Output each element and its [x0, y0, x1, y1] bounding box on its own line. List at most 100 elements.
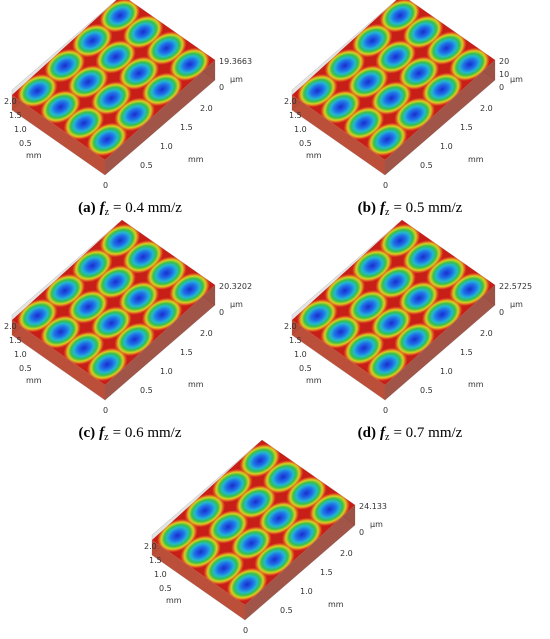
axis-unit: mm	[306, 151, 322, 160]
panel: 2.0 1.5 1.0 0.5 mm 0 0.5 1.0 1.5 2.0 mm 22.5725 0 µm (…	[284, 219, 532, 443]
x-tick-label: 1.0	[160, 367, 173, 376]
axis-unit: mm	[468, 380, 484, 389]
x-tick-label: 0.5	[280, 606, 293, 615]
x-tick-label: 1.0	[440, 142, 453, 151]
axis-origin: 0	[103, 406, 108, 415]
z-tick-label: 22.5725	[499, 282, 532, 291]
right-edge	[105, 60, 215, 175]
caption: (c) fz = 0.6 mm/z	[79, 425, 182, 443]
y-tick-label: 2.0	[284, 322, 297, 331]
x-tick-label: 1.5	[460, 348, 473, 357]
surface	[12, 0, 215, 160]
caption-symbol: f	[100, 200, 107, 216]
surface	[292, 0, 495, 160]
z-tick-label: 0	[359, 528, 364, 537]
y-tick-label: 1.0	[294, 350, 307, 359]
x-tick-label: 1.5	[180, 348, 193, 357]
panel: 2.0 1.5 1.0 0.5 mm 0 0.5 1.0 1.5 2.0 mm 19.3663 0 µm (…	[4, 0, 252, 218]
caption-label: (a)	[78, 200, 96, 216]
y-tick-label: 0.5	[19, 364, 32, 373]
surface-topography	[12, 0, 215, 160]
panel: 2.0 1.5 1.0 0.5 mm 0 0.5 1.0 1.5 2.0 mm 20 10 0 µm (b) f…	[284, 0, 523, 218]
z-unit: µm	[510, 300, 523, 309]
z-tick-label: 19.3663	[219, 57, 252, 66]
y-tick-label: 1.5	[149, 556, 162, 565]
z-tick-label: 0	[499, 83, 504, 92]
right-edge	[245, 505, 355, 620]
surface-topography	[12, 220, 215, 385]
caption: (d) fz = 0.7 mm/z	[358, 425, 463, 443]
caption-symbol: f	[380, 200, 387, 216]
x-tick-label: 2.0	[200, 104, 213, 113]
x-tick-label: 0.5	[420, 161, 433, 170]
x-tick-label: 2.0	[480, 329, 493, 338]
front-edge	[152, 540, 245, 620]
caption-symbol: f	[380, 425, 387, 441]
y-tick-label: 2.0	[4, 97, 17, 106]
caption-subscript: z	[385, 207, 390, 218]
x-tick-label: 0.5	[420, 386, 433, 395]
axis-unit: mm	[328, 600, 344, 609]
panel: 2.01.51.00.5mm00.51.01.52.0mm24.1330µm(e…	[144, 439, 387, 635]
z-tick-label: 24.133	[359, 502, 387, 511]
caption-subscript: z	[104, 432, 109, 443]
y-tick-label: 1.5	[289, 111, 302, 120]
axis-unit: mm	[468, 155, 484, 164]
y-tick-label: 1.0	[154, 570, 167, 579]
axis-unit: mm	[188, 155, 204, 164]
axis-origin: 0	[383, 406, 388, 415]
caption: (b) fz = 0.5 mm/z	[358, 200, 463, 218]
axis-unit: mm	[26, 151, 42, 160]
right-edge	[105, 285, 215, 400]
z-tick-label: 0	[219, 83, 224, 92]
x-tick-label: 0.5	[140, 386, 153, 395]
z-unit: µm	[230, 75, 243, 84]
y-tick-label: 2.0	[284, 97, 297, 106]
y-tick-label: 1.0	[14, 350, 27, 359]
caption-label: (d)	[358, 425, 376, 441]
caption: (a) fz = 0.4 mm/z	[78, 200, 182, 218]
x-tick-label: 1.5	[460, 123, 473, 132]
surface-topography	[292, 0, 495, 160]
y-tick-label: 1.0	[294, 125, 307, 134]
axis-origin: 0	[243, 626, 248, 635]
x-tick-label: 0.5	[140, 161, 153, 170]
surface	[12, 220, 215, 385]
axis-unit: mm	[26, 376, 42, 385]
y-tick-label: 0.5	[19, 139, 32, 148]
caption-symbol: f	[99, 425, 106, 441]
y-tick-label: 1.5	[9, 111, 22, 120]
front-edge	[12, 320, 105, 400]
y-tick-label: 1.0	[14, 125, 27, 134]
z-tick-label: 20	[499, 57, 509, 66]
caption-subscript: z	[385, 432, 390, 443]
caption-label: (b)	[358, 200, 376, 216]
y-tick-label: 2.0	[144, 542, 157, 551]
front-edge	[12, 95, 105, 175]
x-tick-label: 1.0	[440, 367, 453, 376]
caption-subscript: z	[105, 207, 110, 218]
caption-text: = 0.5 mm/z	[393, 200, 462, 216]
front-edge	[292, 95, 385, 175]
axis-unit: mm	[166, 596, 182, 605]
y-tick-label: 0.5	[299, 364, 312, 373]
y-tick-label: 1.5	[289, 336, 302, 345]
right-edge	[385, 60, 495, 175]
z-unit: µm	[370, 520, 383, 529]
y-tick-label: 1.5	[9, 336, 22, 345]
caption-text: = 0.4 mm/z	[113, 200, 182, 216]
caption-label: (c)	[79, 425, 96, 441]
y-tick-label: 2.0	[4, 322, 17, 331]
surface	[152, 440, 355, 605]
y-tick-label: 0.5	[159, 584, 172, 593]
axis-origin: 0	[103, 181, 108, 190]
x-tick-label: 1.0	[300, 587, 313, 596]
caption-text: = 0.6 mm/z	[113, 425, 182, 441]
surface	[292, 220, 495, 385]
front-edge	[292, 320, 385, 400]
z-tick-label: 0	[219, 308, 224, 317]
x-tick-label: 1.5	[180, 123, 193, 132]
right-edge	[385, 285, 495, 400]
y-tick-label: 0.5	[299, 139, 312, 148]
